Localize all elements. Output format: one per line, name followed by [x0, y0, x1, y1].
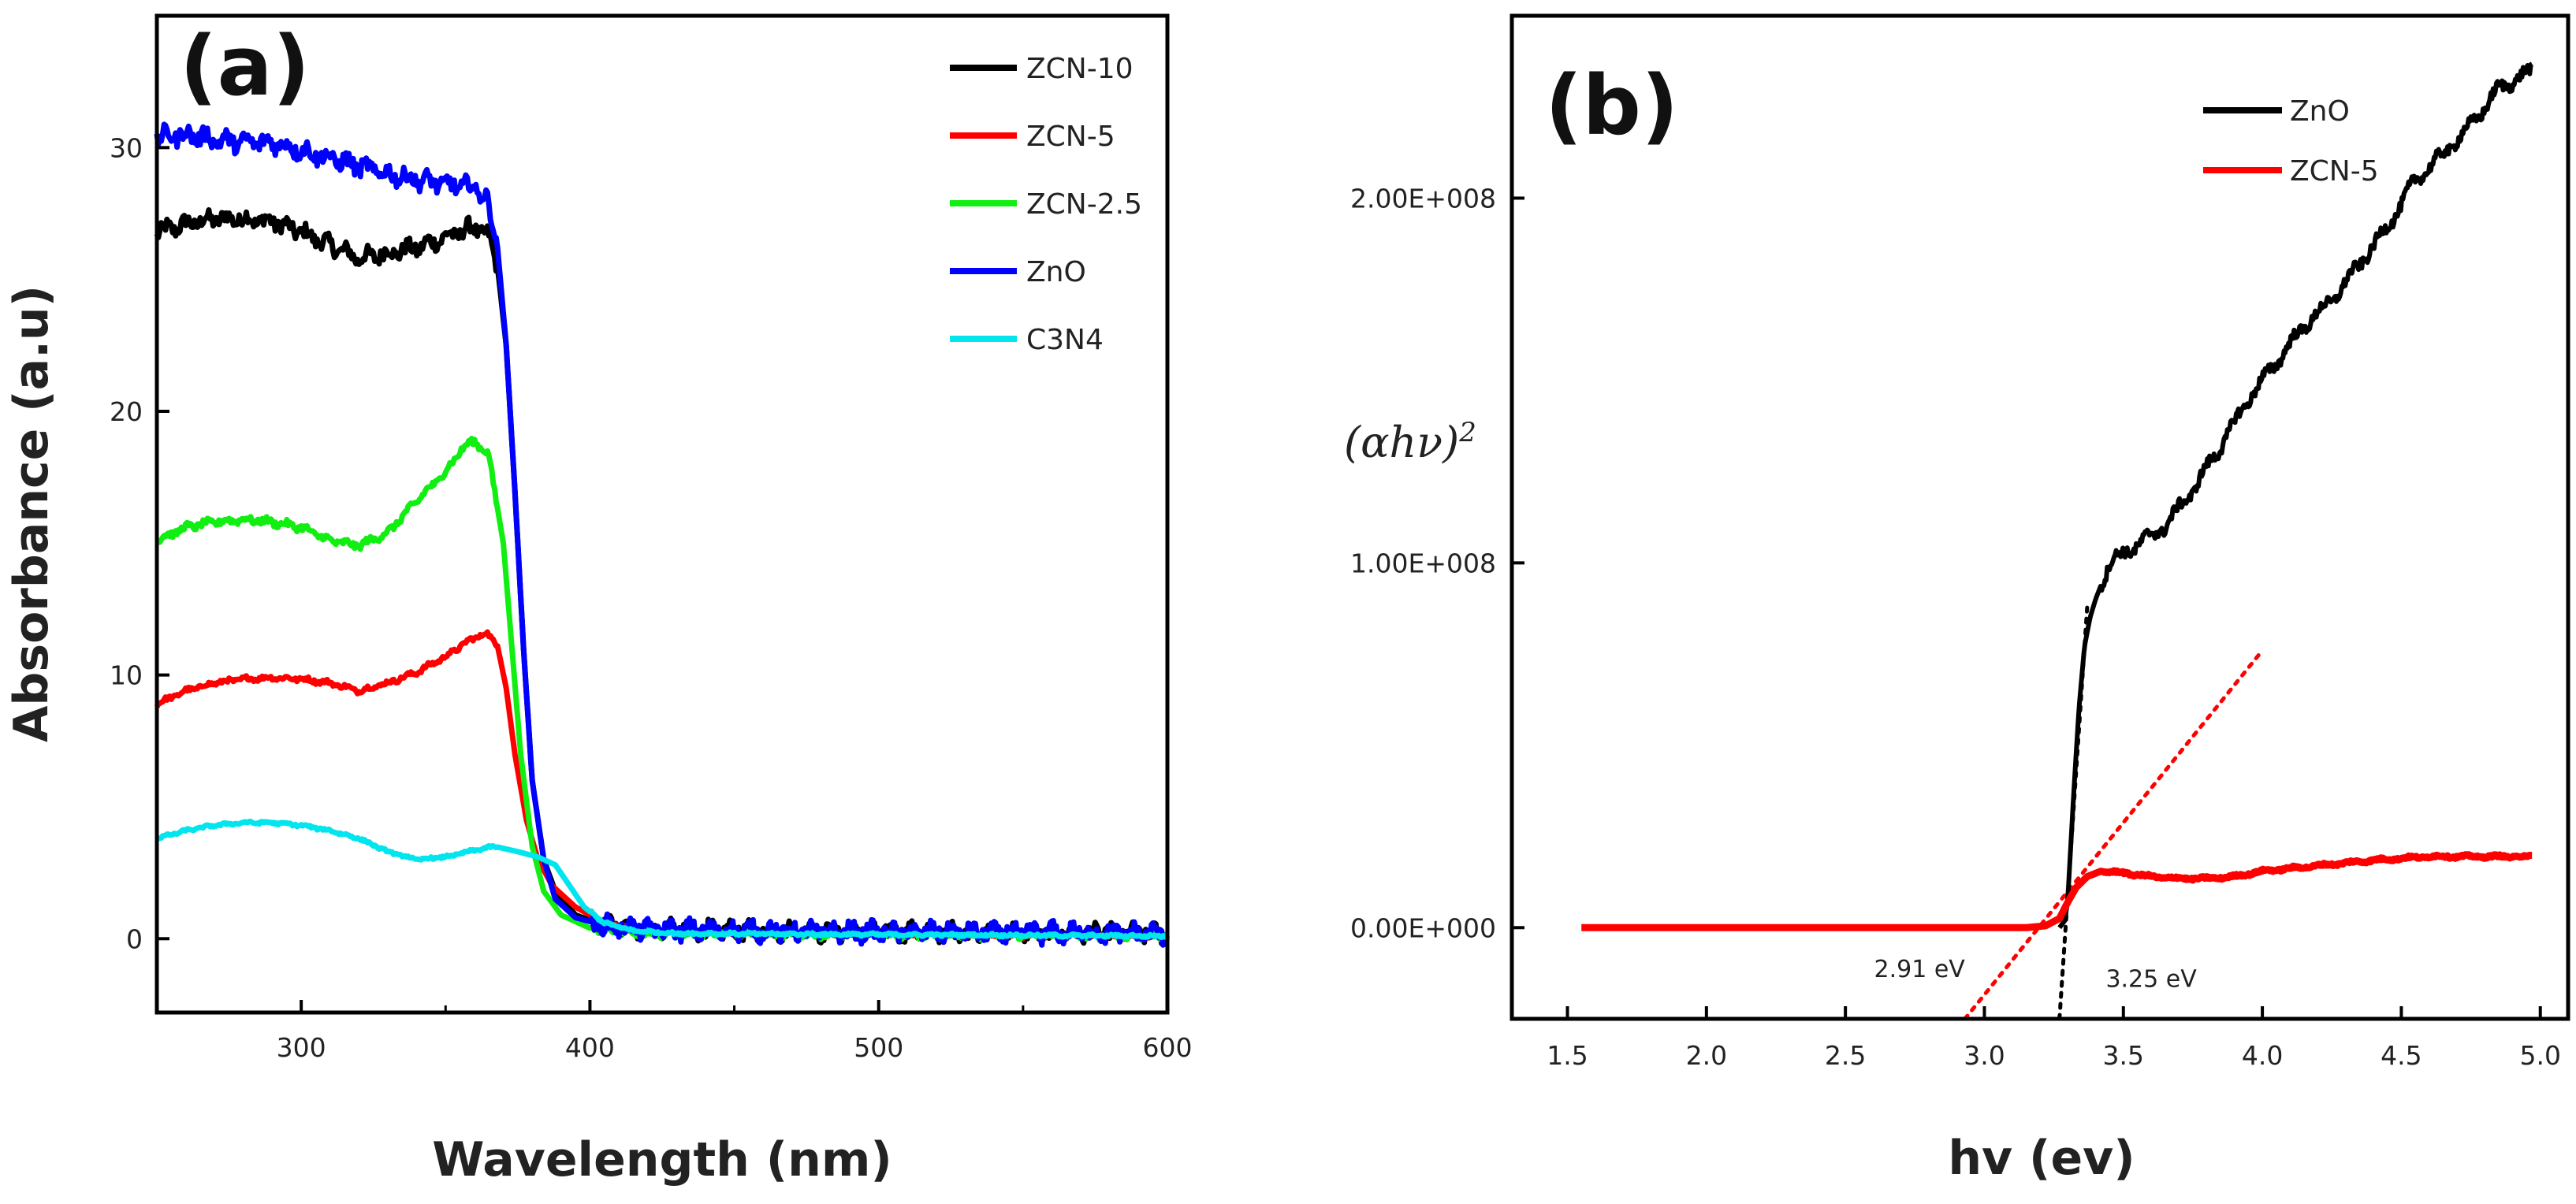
panel-b-series-zcn-5 [1579, 851, 2535, 931]
panel-a-legend-label-zcn-10: ZCN-10 [1026, 53, 1134, 85]
panel-a-legend-label-zno: ZnO [1026, 256, 1086, 288]
panel-a-x-tick-label: 600 [1143, 1032, 1193, 1063]
panel-b-x-tick-label: 5.0 [2519, 1040, 2560, 1071]
panel-b-x-tick-label: 2.5 [1825, 1040, 1866, 1071]
panel-a-series-zcn-10 [154, 207, 1170, 946]
panel-b-x-tick-label: 1.5 [1547, 1040, 1588, 1071]
panel-b-tangent-lines [1963, 604, 2265, 1021]
panel-a-x-axis-label: Wavelength (nm) [432, 1132, 892, 1187]
panel-b-x-tick-label: 4.0 [2242, 1040, 2283, 1071]
panel-a-legend-label-zcn-5: ZCN-5 [1026, 121, 1115, 153]
panel-b-chart: 0.00E+000 1.00E+008 2.00E+008 1.5 2.0 2.5 3.0… [1344, 13, 2570, 1186]
panel-a-series-zcn-2-5 [155, 436, 1171, 943]
panel-b-legend: ZnO ZCN-5 [2203, 95, 2379, 188]
panel-a-y-tick-label: 0 [126, 923, 143, 954]
panel-b-annotation-1: 2.91 eV [1874, 956, 1965, 983]
panel-a-series-c3n4 [154, 819, 1169, 941]
panel-b-x-tick-label: 3.0 [1964, 1040, 2005, 1071]
panel-a-chart: 0 10 20 30 300 400 500 600 (a) Wavelength (nm)… [4, 13, 1193, 1187]
panel-b-y-axis-label: (αhν)2 [1344, 417, 1476, 467]
panel-b-y-ticks: 0.00E+000 1.00E+008 2.00E+008 [1350, 183, 1524, 943]
panel-b-annotation-2: 3.25 eV [2105, 965, 2197, 993]
panel-b-tangent-line-1 [1963, 648, 2265, 1021]
panel-b-y-axis-label-power: 2 [1458, 417, 1476, 448]
panel-b-series-group [1579, 61, 2535, 931]
panel-b-x-ticks: 1.5 2.0 2.5 3.0 3.5 4.0 4.5 5.0 [1547, 1006, 2561, 1071]
panel-a-series-zcn-5 [154, 629, 1170, 942]
panel-a-legend-label-zcn-2-5: ZCN-2.5 [1026, 188, 1142, 221]
panel-b-label: (b) [1545, 58, 1679, 154]
panel-a-frame [154, 13, 1170, 1015]
panel-b-series-zno [2057, 61, 2533, 930]
panel-a-y-ticks: 0 10 20 30 [110, 132, 169, 954]
panel-b-legend-label-zno: ZnO [2290, 95, 2350, 128]
panel-b-x-tick-label: 4.5 [2381, 1040, 2422, 1071]
panel-a-x-ticks: 300 400 500 600 [155, 1000, 1193, 1063]
panel-a-y-tick-label: 10 [110, 660, 143, 691]
panel-b-x-tick-label: 3.5 [2103, 1040, 2144, 1071]
panel-b-y-tick-label: 1.00E+008 [1350, 548, 1496, 578]
panel-b-x-axis-label: hv (ev) [1948, 1131, 2135, 1186]
panel-b-y-axis-label-base: (αhν) [1344, 418, 1459, 467]
panel-a-series-zno [154, 121, 1170, 948]
panel-b-frame [1509, 13, 2570, 1021]
panel-a-x-tick-label: 300 [277, 1032, 326, 1063]
panel-a-legend: ZCN-10 ZCN-5 ZCN-2.5 ZnO C3N4 [950, 53, 1142, 356]
panel-b-x-tick-label: 2.0 [1686, 1040, 1727, 1071]
panel-b-y-tick-label: 0.00E+000 [1350, 912, 1496, 943]
panel-a-series-group [154, 121, 1171, 948]
panel-a-y-tick-label: 20 [110, 396, 143, 427]
panel-a-y-axis-label: Absorbance (a.u) [4, 285, 59, 742]
panel-a-x-tick-label: 400 [565, 1032, 615, 1063]
panel-b-y-tick-label: 2.00E+008 [1350, 183, 1496, 214]
panel-a-legend-label-c3n4: C3N4 [1026, 324, 1104, 356]
panel-a-label: (a) [180, 18, 310, 114]
panel-a-x-tick-label: 500 [854, 1032, 903, 1063]
panel-a-y-tick-label: 30 [110, 132, 143, 163]
panel-b-annotations: 2.91 eV 3.25 eV [1874, 956, 2197, 994]
panel-b-legend-label-zcn-5: ZCN-5 [2290, 155, 2379, 188]
